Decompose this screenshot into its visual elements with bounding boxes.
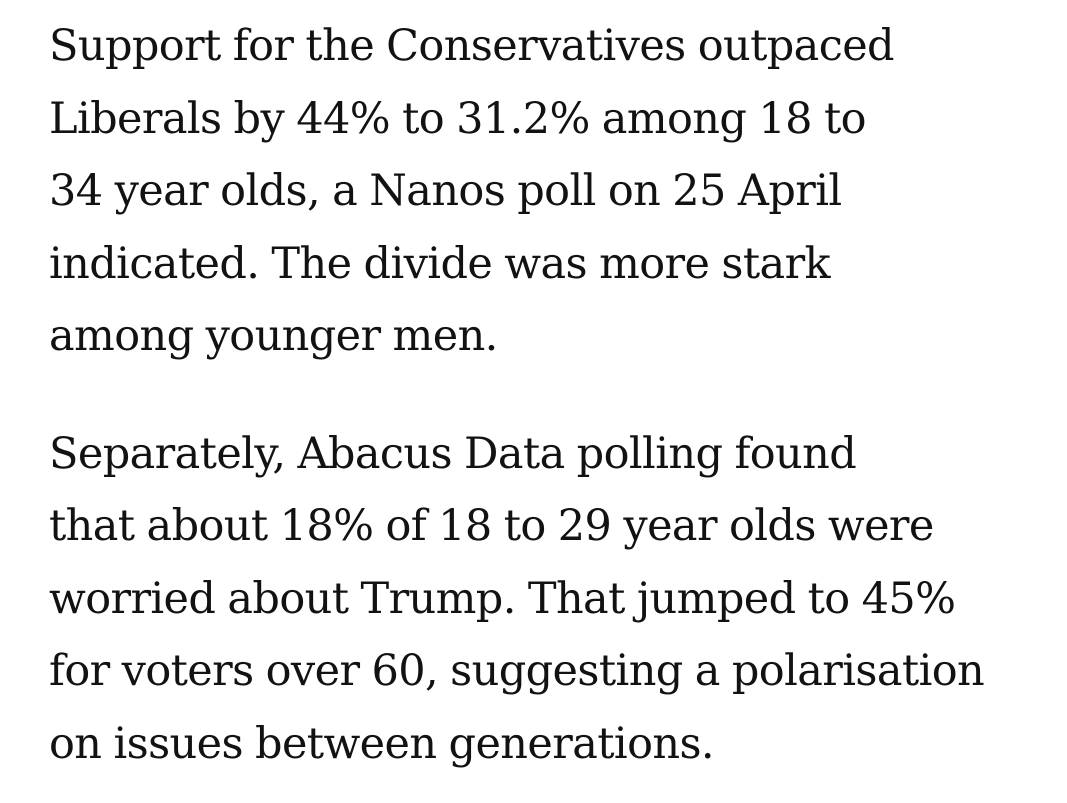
text-line: indicated. The divide was more stark xyxy=(49,238,831,289)
article-body: Support for the Conservatives outpaced L… xyxy=(49,10,1049,780)
paragraph-abacus-poll: Separately, Abacus Data polling found th… xyxy=(49,418,1049,781)
text-line: Liberals by 44% to 31.2% among 18 to xyxy=(49,93,867,144)
text-line: among younger men. xyxy=(49,311,498,361)
text-line: 34 year olds, a Nanos poll on 25 April xyxy=(49,166,842,216)
paragraph-nanos-poll: Support for the Conservatives outpaced L… xyxy=(49,10,1049,373)
text-line: Separately, Abacus Data polling found xyxy=(49,428,857,479)
text-line: on issues between generations. xyxy=(49,718,715,769)
text-line: worried about Trump. That jumped to 45% xyxy=(49,573,956,624)
text-line: for voters over 60, suggesting a polaris… xyxy=(49,646,985,696)
text-line: Support for the Conservatives outpaced xyxy=(49,21,895,71)
text-line: that about 18% of 18 to 29 year olds wer… xyxy=(49,501,934,551)
